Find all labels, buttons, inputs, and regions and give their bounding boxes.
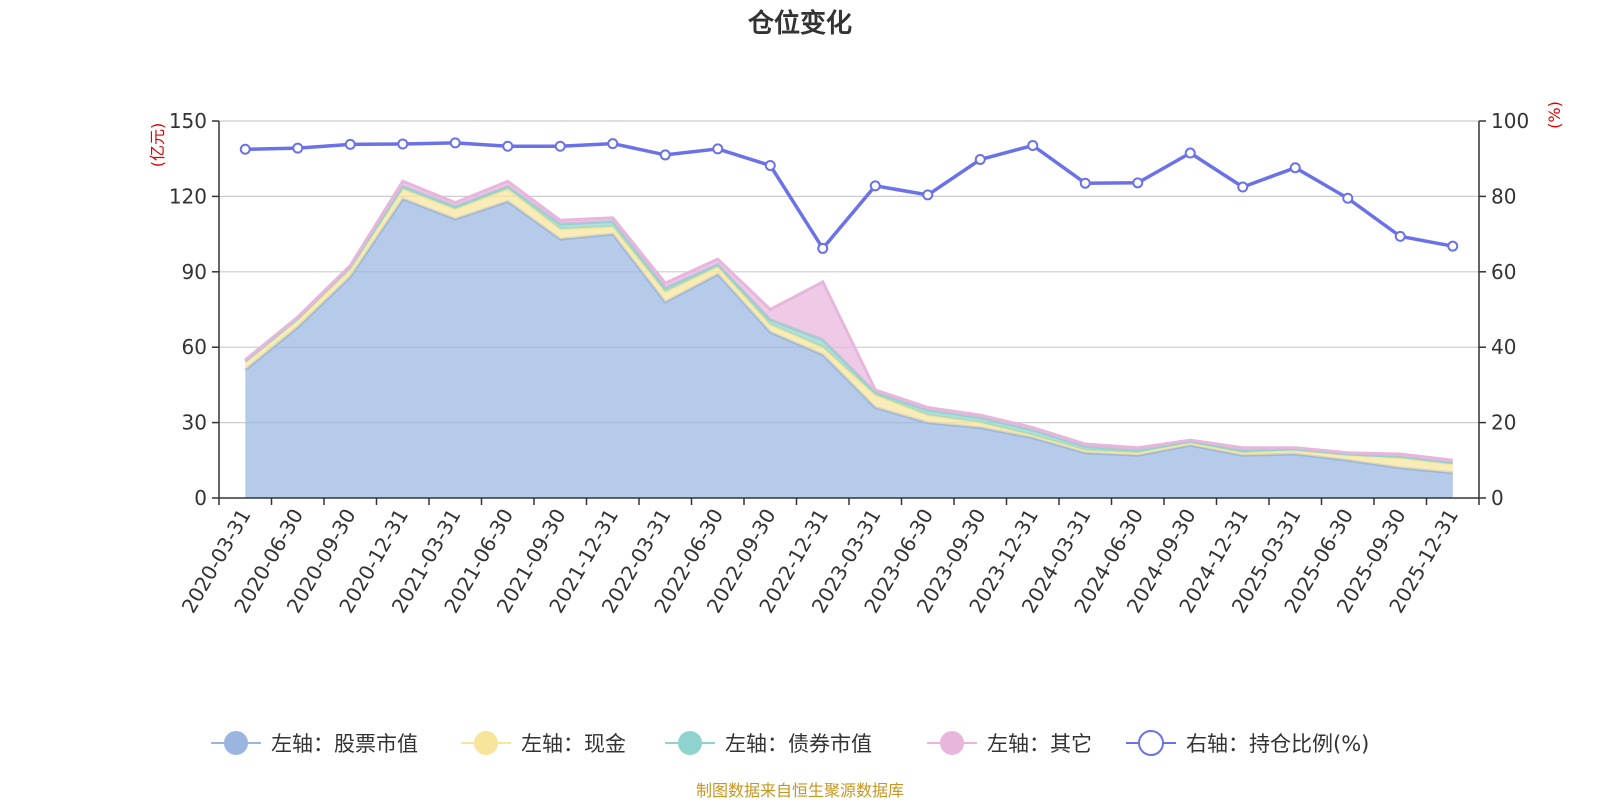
legend-label: 右轴：持仓比例(%) xyxy=(1186,732,1369,756)
legend-swatch-marker xyxy=(940,731,964,755)
ratio-point xyxy=(1394,230,1406,242)
ratio-point xyxy=(1342,192,1354,204)
ratio-point xyxy=(817,242,829,254)
ratio-point xyxy=(607,138,619,150)
legend-swatch-marker xyxy=(474,731,498,755)
right-tick-label: 80 xyxy=(1491,184,1516,208)
left-tick-label: 0 xyxy=(194,486,207,510)
legend-item: 右轴：持仓比例(%) xyxy=(1126,730,1369,756)
legend-swatch-marker xyxy=(678,731,702,755)
ratio-point xyxy=(922,189,934,201)
ratio-line xyxy=(245,141,1454,252)
legend-label: 左轴：其它 xyxy=(987,732,1092,756)
legend-label: 左轴：现金 xyxy=(521,732,626,756)
ratio-point xyxy=(1079,177,1091,189)
ratio-point xyxy=(1237,181,1249,193)
legend-swatch-marker xyxy=(224,731,248,755)
left-tick-label: 120 xyxy=(169,184,207,208)
ratio-point xyxy=(659,149,671,161)
area-左轴：股票市值 xyxy=(245,198,1453,498)
ratio-point xyxy=(974,153,986,165)
legend-label: 左轴：股票市值 xyxy=(271,732,418,756)
ratio-point xyxy=(764,159,776,171)
left-tick-label: 150 xyxy=(169,109,207,133)
ratio-point xyxy=(1447,240,1459,252)
right-tick-label: 20 xyxy=(1491,411,1516,435)
ratio-point xyxy=(1289,162,1301,174)
legend: 左轴：股票市值 左轴：现金 左轴：债券市值 左轴：其它 右轴：持仓比例(%) xyxy=(211,730,1369,756)
holding-ratio-line xyxy=(239,137,1459,254)
ratio-point xyxy=(554,140,566,152)
ratio-point xyxy=(1184,147,1196,159)
ratio-point xyxy=(344,138,356,150)
legend-item: 左轴：股票市值 xyxy=(211,731,418,756)
legend-item: 左轴：其它 xyxy=(927,731,1092,756)
ratio-point xyxy=(502,140,514,152)
source-note: 制图数据来自恒生聚源数据库 xyxy=(696,781,904,800)
stacked-areas xyxy=(244,179,1453,498)
chart-title: 仓位变化 xyxy=(747,8,852,39)
legend-item: 左轴：债券市值 xyxy=(665,731,872,756)
legend-item: 左轴：现金 xyxy=(461,731,626,756)
left-tick-label: 90 xyxy=(182,260,207,284)
ratio-point xyxy=(397,138,409,150)
ratio-point xyxy=(869,180,881,192)
ratio-point xyxy=(1027,140,1039,152)
area-edge-左轴：其它 xyxy=(244,179,1453,462)
left-tick-label: 60 xyxy=(182,335,207,359)
left-axis-unit: (亿元) xyxy=(148,123,167,168)
legend-swatch-marker xyxy=(1138,730,1164,756)
right-axis-unit: (%) xyxy=(1545,101,1564,129)
right-tick-label: 60 xyxy=(1491,260,1516,284)
right-tick-label: 0 xyxy=(1491,486,1504,510)
ratio-point xyxy=(712,143,724,155)
ratio-point xyxy=(1132,177,1144,189)
ratio-point xyxy=(239,143,251,155)
left-tick-label: 30 xyxy=(182,411,207,435)
right-tick-label: 100 xyxy=(1491,109,1529,133)
right-tick-label: 40 xyxy=(1491,335,1516,359)
ratio-point xyxy=(292,142,304,154)
legend-label: 左轴：债券市值 xyxy=(725,732,872,756)
ratio-point xyxy=(449,137,461,149)
